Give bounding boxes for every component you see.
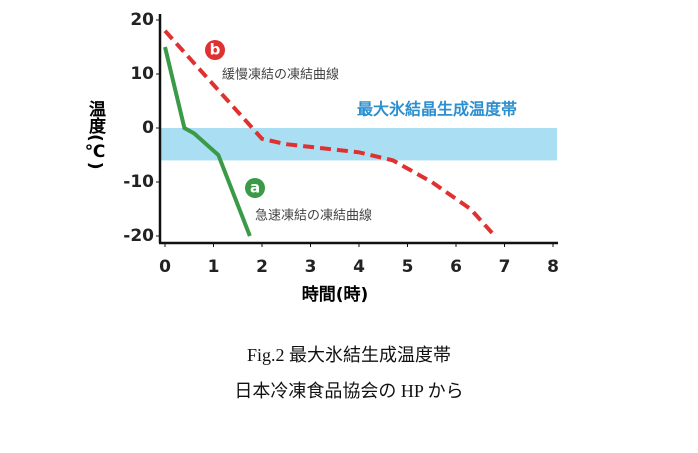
legend-label: 緩慢凍結の凍結曲線	[222, 67, 339, 83]
x-tick-label: 0	[159, 257, 171, 277]
x-tick-label: 3	[305, 257, 317, 277]
x-tick-label: 5	[402, 257, 414, 277]
legend-label: 急速凍結の凍結曲線	[255, 208, 372, 224]
curve	[163, 46, 252, 237]
curve	[163, 29, 497, 238]
caption: Fig.2 最大氷結生成温度帯	[247, 345, 451, 365]
caption: 日本冷凍食品協会の HP から	[234, 381, 463, 401]
badge	[245, 178, 265, 198]
x-axis-label: 時間(時)	[302, 284, 369, 305]
y-tick-label: -10	[123, 172, 154, 192]
x-tick-label: 6	[450, 257, 462, 277]
badge-label: b	[210, 41, 221, 59]
x-tick-label: 8	[547, 257, 559, 277]
y-tick-label: 20	[130, 10, 154, 30]
x-tick-label: 1	[208, 257, 220, 277]
badge-label: a	[250, 179, 260, 197]
band-label: 最大氷結晶生成温度帯	[357, 100, 517, 119]
x-tick-label: 4	[353, 257, 365, 277]
y-axis-label: 温度(℃)	[85, 100, 106, 170]
badge	[205, 40, 225, 60]
y-tick-label: -20	[123, 226, 154, 246]
band	[160, 128, 557, 161]
x-tick-label: 7	[499, 257, 511, 277]
y-tick-label: 0	[142, 118, 154, 138]
x-tick-label: 2	[256, 257, 268, 277]
y-tick-label: 10	[130, 64, 154, 84]
